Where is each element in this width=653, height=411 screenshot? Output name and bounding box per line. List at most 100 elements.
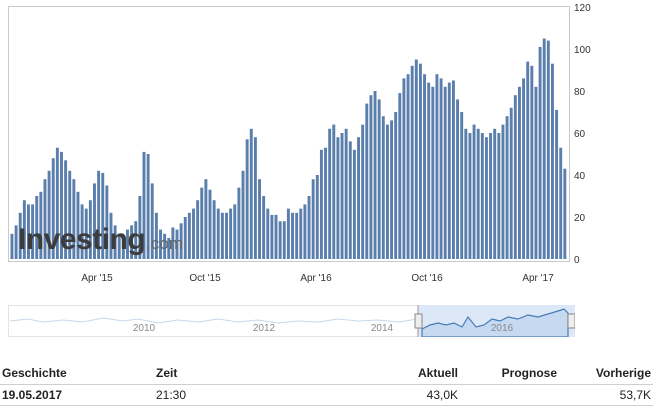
- header-forecast: Prognose: [501, 366, 557, 380]
- bar: [204, 179, 208, 259]
- bar: [80, 204, 84, 259]
- header-actual: Aktuell: [417, 366, 458, 380]
- bar: [150, 183, 154, 259]
- bar: [121, 238, 125, 259]
- bar: [319, 149, 323, 259]
- cell-time: 21:30: [154, 384, 328, 406]
- bar: [84, 208, 88, 259]
- header-previous: Vorherige: [595, 366, 651, 380]
- bar: [361, 124, 365, 259]
- bar: [22, 200, 26, 259]
- y-axis-ticks: 0 20 40 60 80 100 120: [574, 3, 591, 266]
- bar: [88, 200, 92, 259]
- bar: [505, 116, 509, 259]
- navigator-selected-line: [421, 308, 569, 337]
- bar: [266, 208, 270, 259]
- bar: [563, 168, 567, 259]
- bar: [423, 74, 427, 259]
- bar: [472, 124, 476, 259]
- range-navigator[interactable]: 2010 2012 2014 2016: [8, 305, 575, 337]
- bar: [365, 103, 369, 259]
- bar: [208, 189, 212, 259]
- bar: [460, 112, 464, 259]
- main-chart: 0 20 40 60 80 100 120 Apr '15 Oct '15 Apr '16 Oct…: [10, 3, 591, 284]
- x-tick-label: Oct '16: [411, 273, 443, 284]
- bar: [245, 139, 249, 259]
- x-tick-label: Apr '16: [300, 273, 332, 284]
- bar: [76, 191, 80, 259]
- bar: [509, 107, 513, 259]
- bar: [315, 175, 319, 259]
- navigator-left-handle[interactable]: [414, 313, 423, 329]
- bar: [418, 63, 422, 260]
- y-tick-label: 100: [574, 45, 591, 56]
- bar: [497, 133, 501, 259]
- bar: [43, 179, 47, 259]
- bar: [435, 74, 439, 259]
- bar: [357, 137, 361, 259]
- bar: [530, 65, 534, 259]
- bar: [295, 212, 299, 259]
- bar: [237, 187, 241, 259]
- bar: [340, 133, 344, 259]
- bar: [101, 172, 105, 259]
- bar: [225, 212, 228, 259]
- bar: [192, 208, 195, 259]
- cell-date: 19.05.2017: [0, 384, 154, 406]
- bar: [307, 196, 311, 259]
- bar: [27, 204, 30, 259]
- bar: [138, 196, 142, 259]
- navigator-right-handle[interactable]: [567, 313, 575, 329]
- bar: [451, 80, 455, 259]
- bar: [175, 229, 179, 259]
- bar: [159, 229, 162, 259]
- bar: [534, 86, 538, 259]
- bar: [464, 128, 468, 259]
- bar: [262, 196, 266, 259]
- bar: [68, 170, 72, 259]
- bar: [377, 99, 381, 260]
- bar: [406, 74, 410, 259]
- bar: [109, 212, 113, 259]
- bar: [130, 225, 134, 259]
- bar: [328, 128, 332, 259]
- bar: [31, 204, 35, 259]
- header-time: Zeit: [156, 366, 178, 380]
- logo-brand: Investing: [18, 223, 146, 256]
- bar: [324, 147, 327, 259]
- bar: [241, 170, 245, 259]
- header-history: Geschichte: [2, 366, 67, 380]
- bar: [93, 183, 96, 259]
- bar: [526, 61, 530, 259]
- bar: [402, 78, 406, 260]
- bar: [480, 133, 484, 259]
- bar: [163, 233, 167, 259]
- bar: [385, 124, 389, 259]
- bar: [142, 151, 146, 259]
- bar: [551, 63, 554, 260]
- bar: [253, 137, 257, 259]
- bar: [229, 208, 233, 259]
- cell-actual: 43,0K: [328, 384, 460, 406]
- bar: [513, 95, 517, 259]
- navigator-year-label: 2012: [253, 323, 276, 334]
- bar: [167, 238, 171, 259]
- bar: [493, 128, 497, 259]
- x-axis-ticks: Apr '15 Oct '15 Apr '16 Oct '16 Apr '17: [81, 273, 554, 284]
- bar: [183, 217, 187, 259]
- bar: [373, 91, 377, 259]
- bar: [555, 109, 559, 260]
- bar: [212, 200, 216, 259]
- y-tick-label: 40: [574, 171, 586, 182]
- bar: [538, 46, 542, 260]
- bar: [282, 221, 286, 259]
- bar: [398, 93, 402, 259]
- bar: [51, 158, 55, 259]
- bar: [476, 128, 480, 259]
- bar: [105, 185, 109, 259]
- bar: [220, 212, 224, 259]
- bar: [278, 221, 282, 259]
- cell-forecast: [460, 384, 559, 406]
- bar: [299, 208, 303, 259]
- bar: [187, 212, 191, 259]
